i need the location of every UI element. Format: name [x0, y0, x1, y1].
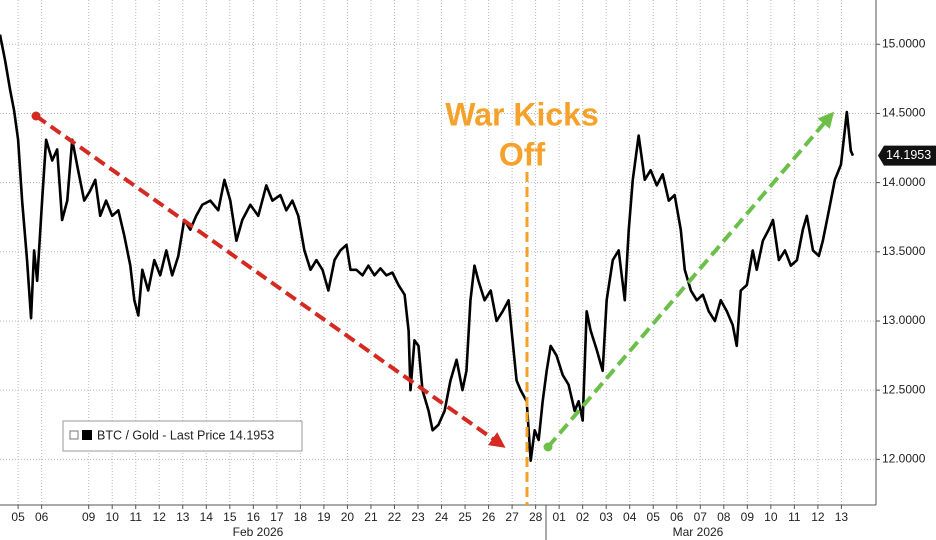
x-tick-label: 18 — [294, 510, 308, 524]
x-tick-label: 24 — [435, 510, 449, 524]
x-tick-label: 05 — [647, 510, 661, 524]
legend-label: BTC / Gold - Last Price 14.1953 — [97, 428, 274, 442]
x-tick-label: 26 — [482, 510, 496, 524]
y-tick-label: 14.5000 — [882, 106, 926, 120]
x-tick-label: 13 — [176, 510, 190, 524]
x-tick-label: 04 — [623, 510, 637, 524]
arrow-start — [543, 442, 553, 452]
up-trend-arrow — [546, 111, 835, 449]
x-tick-label: 06 — [670, 510, 684, 524]
plot — [0, 34, 855, 463]
x-tick-label: 03 — [600, 510, 614, 524]
x-tick-label: 21 — [364, 510, 378, 524]
last-price-label: 14.1953 — [886, 148, 931, 162]
x-tick-label: 12 — [811, 510, 825, 524]
x-tick-label: 01 — [552, 510, 566, 524]
x-tick-label: 20 — [341, 510, 355, 524]
x-tick-label: 07 — [694, 510, 708, 524]
legend: BTC / Gold - Last Price 14.1953 — [62, 420, 303, 452]
x-tick-label: 19 — [317, 510, 331, 524]
x-tick-label: 09 — [741, 510, 755, 524]
x-tick-label: 09 — [82, 510, 96, 524]
x-tick-label: 10 — [764, 510, 778, 524]
x-group-label: Feb 2026 — [233, 525, 284, 539]
y-tick-label: 13.0000 — [882, 313, 926, 327]
x-tick-label: 14 — [200, 510, 214, 524]
y-tick-label: 12.0000 — [882, 452, 926, 466]
legend-toggle — [69, 430, 79, 440]
annotation: War Kicks — [445, 96, 599, 132]
x-tick-label: 27 — [505, 510, 519, 524]
x-tick-label: 15 — [223, 510, 237, 524]
x-tick-label: 11 — [788, 510, 801, 524]
x-tick-label: 16 — [247, 510, 261, 524]
x-tick-label: 12 — [153, 510, 167, 524]
arrow-start — [31, 111, 41, 121]
last-price-tag — [878, 145, 936, 166]
x-tick-label: 25 — [458, 510, 472, 524]
y-tick-label: 12.5000 — [882, 382, 926, 396]
annotation: Off — [499, 136, 546, 172]
x-tick-label: 02 — [576, 510, 590, 524]
down-trend-arrow — [34, 114, 506, 448]
x-tick-label: 06 — [35, 510, 49, 524]
x-tick-label: 10 — [106, 510, 120, 524]
legend-box — [62, 420, 303, 452]
x-tick-label: 28 — [529, 510, 543, 524]
x-group-label: Mar 2026 — [673, 525, 724, 539]
x-tick-label: 13 — [835, 510, 849, 524]
x-tick-label: 23 — [411, 510, 425, 524]
x-tick-label: 11 — [129, 510, 142, 524]
series-line — [0, 34, 855, 463]
x-tick-label: 08 — [717, 510, 731, 524]
x-tick-label: 05 — [11, 510, 25, 524]
y-tick-label: 14.0000 — [882, 175, 926, 189]
x-tick-label: 17 — [270, 510, 284, 524]
y-tick-label: 15.0000 — [882, 36, 926, 50]
y-tick-label: 13.5000 — [882, 244, 926, 258]
x-tick-label: 22 — [388, 510, 402, 524]
legend-swatch — [82, 430, 92, 440]
